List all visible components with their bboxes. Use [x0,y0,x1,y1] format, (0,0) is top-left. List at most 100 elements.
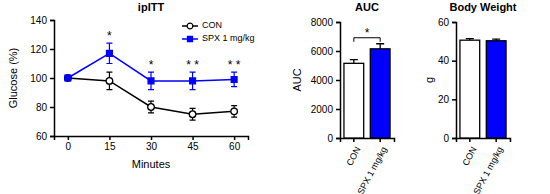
y-axis-tick: 0 [443,133,456,144]
y-axis-tick: 120 [30,44,54,55]
y-axis-tick: 80 [36,102,54,113]
legend-item: CON [182,20,222,30]
x-axis-line [341,139,395,143]
x-axis-line [457,139,511,143]
error-bar [376,44,384,49]
x-tick: SPX 1 mg/kg [471,138,504,194]
x-axis: CONSPX 1 mg/kg [457,138,511,194]
y-axis: 60 80 100 120 140 [30,15,54,142]
series-marker [189,111,196,118]
annotation: * [107,29,112,43]
y-axis-line [452,23,457,139]
error-bar [106,43,112,63]
bar [370,49,390,138]
x-axis-tick-mark [192,136,194,140]
x-axis-tick: 60 [229,136,241,152]
error-bar [106,72,112,89]
series-marker [106,78,113,85]
y-tick-label: 80 [36,102,48,113]
y-axis-tick-mark [452,60,456,62]
annotation: * [149,58,154,72]
y-axis-line [336,23,341,139]
y-axis-tick-mark [336,51,340,53]
y-axis-tick: 20 [438,94,456,105]
x-tick-label: CON [460,145,478,167]
plot-area [460,39,506,138]
y-axis-label: AUC [291,68,303,91]
x-axis-tick-mark [109,136,111,140]
y-axis-tick-mark [50,136,54,138]
legend-label: CON [202,20,222,30]
y-axis-tick: 60 [438,17,456,28]
error-bar [231,72,237,87]
chart-title: Body Weight [449,1,516,13]
y-tick-label: 0 [443,133,449,144]
x-tick-label: 60 [229,141,241,152]
y-axis-tick-mark [452,138,456,140]
y-tick-label: 40 [438,55,450,66]
x-tick: CON [344,138,362,167]
x-axis-tick: 0 [66,136,72,152]
series-marker [148,78,154,84]
y-axis-tick: 40 [438,55,456,66]
annotation: * * [186,58,199,72]
y-tick-label: 20 [438,94,450,105]
error-bar [231,106,237,118]
chart-title: ipITT [138,1,165,13]
error-bar [148,101,154,113]
y-axis-tick-mark [50,107,54,109]
x-tick-label: SPX 1 mg/kg [355,145,388,194]
y-tick-label: 0 [327,133,333,144]
y-tick-label: 100 [30,73,47,84]
y-axis-tick-mark [336,22,340,24]
y-axis-tick: 4000 [311,75,340,86]
series-marker [65,75,71,81]
y-axis-tick: 0 [327,133,340,144]
series-marker [190,78,196,84]
error-bar [190,72,196,89]
plot-area [65,43,238,120]
y-axis-tick: 60 [36,131,54,142]
x-axis: 015304560 [55,136,249,152]
error-bar [466,39,474,41]
annotation: * [365,26,370,40]
x-axis-tick: 45 [188,136,200,152]
legend: CONSPX 1 mg/kg [182,20,255,43]
y-tick-label: 60 [36,131,48,142]
x-tick-label: 45 [188,141,200,152]
bar [486,41,506,138]
error-bar [492,39,500,41]
y-axis-tick-mark [452,99,456,101]
series-marker [65,75,72,82]
x-axis: CONSPX 1 mg/kg [341,138,395,194]
x-tick: CON [460,138,478,167]
series-marker [231,77,237,83]
x-tick-label: CON [344,145,362,167]
y-axis-tick: 140 [30,15,54,26]
y-axis-tick-mark [50,49,54,51]
y-axis-tick-mark [336,80,340,82]
legend-marker [187,23,193,29]
x-axis-tick-mark [68,136,70,140]
y-axis-tick-mark [50,78,54,80]
y-axis-tick-mark [336,109,340,111]
error-bar [148,72,154,89]
y-axis-tick-mark [50,20,54,22]
series-marker [231,108,238,115]
y-axis-tick: 6000 [311,46,340,57]
y-axis-tick: 2000 [311,104,340,115]
series-marker [107,50,113,56]
annotation: * * [228,58,241,72]
x-tick-label: SPX 1 mg/kg [471,145,504,194]
error-bar [350,60,358,64]
y-tick-label: 6000 [311,46,334,57]
y-axis-tick-mark [336,138,340,140]
legend-marker [187,36,192,41]
y-tick-label: 140 [30,15,47,26]
plot-area [344,44,390,138]
x-axis-tick: 30 [146,136,158,152]
y-axis: 02000400060008000 [311,17,341,144]
y-axis-tick-mark [452,22,456,24]
series-marker [148,104,155,111]
x-axis-label: Minutes [132,158,171,170]
